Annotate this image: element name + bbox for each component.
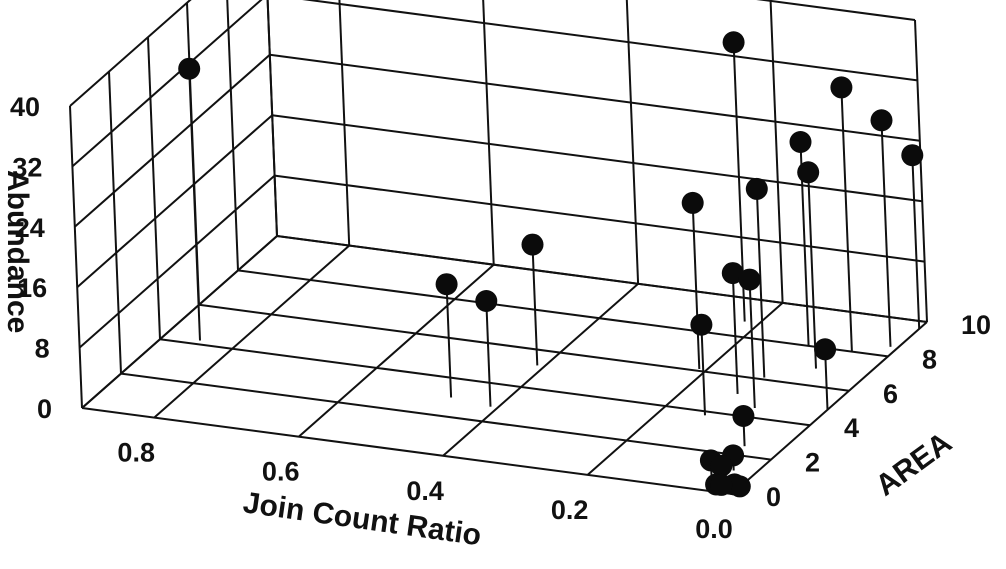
side-wall-gridline-z (69, 0, 192, 107)
data-point-stem (748, 279, 756, 409)
data-point (830, 76, 853, 99)
side-wall-gridline-z (76, 114, 273, 288)
data-point-stem (755, 188, 766, 378)
point-layer (178, 31, 924, 498)
z-tick-label: 32 (12, 152, 42, 182)
data-point-stem (840, 87, 853, 352)
side-wall-gridline-z (71, 0, 263, 168)
floor-gridline-x (153, 244, 350, 419)
side-wall-gridline-z (74, 54, 271, 228)
side-wall-gridline-y (147, 37, 161, 340)
y-tick-label: 2 (805, 448, 820, 478)
back-wall-gridline-z (302, 0, 918, 82)
data-point (435, 273, 458, 296)
x-tick-label: 0.4 (406, 476, 444, 506)
side-wall-gridline-y (226, 0, 239, 271)
data-point (901, 144, 924, 167)
data-point (722, 31, 745, 54)
y-tick-label: 4 (844, 413, 859, 443)
data-point (690, 313, 713, 336)
side-wall-gridline-y (266, 0, 278, 237)
back-wall-gridline-x (769, 0, 784, 303)
z-tick-label: 24 (15, 213, 45, 243)
y-tick-label: 8 (922, 344, 937, 374)
data-point-stem (445, 284, 453, 398)
floor-gridline-y (120, 372, 772, 461)
back-wall-gridline-x (338, 0, 351, 246)
data-point (728, 475, 751, 498)
data-point (870, 109, 893, 132)
data-point (789, 131, 812, 153)
data-point-stem (188, 68, 201, 341)
data-point (710, 473, 733, 496)
z-tick-label: 16 (17, 273, 47, 303)
back-wall-gridline-z (274, 174, 925, 263)
data-point (797, 161, 820, 184)
floor-gridline-x (731, 321, 928, 495)
side-wall-gridline-y (69, 105, 83, 409)
data-point (521, 233, 544, 256)
y-axis-title: AREA (870, 426, 958, 503)
data-point (745, 177, 768, 200)
back-wall-gridline-x (482, 0, 495, 265)
z-tick-label: 40 (10, 92, 40, 122)
back-wall-gridline-z (272, 114, 923, 203)
floor-gridline-y (237, 269, 889, 358)
data-point-stem (700, 324, 706, 416)
x-tick-label: 0.2 (551, 495, 589, 525)
data-point-stem (911, 155, 921, 329)
data-point-stem (807, 172, 817, 369)
x-tick-label: 0.6 (262, 457, 300, 487)
floor-gridline-y (81, 407, 733, 495)
y-tick-label: 10 (961, 310, 991, 340)
back-wall-gridline-x (914, 19, 928, 323)
back-wall-gridline-z (756, 0, 916, 21)
floor-gridline-y (159, 338, 811, 427)
data-point (475, 290, 498, 312)
data-point (710, 454, 733, 477)
side-wall-gridline-z (81, 235, 278, 409)
data-point (681, 191, 704, 214)
data-point (814, 338, 837, 361)
floor-gridline-x (442, 283, 639, 457)
data-point (738, 268, 761, 291)
y-tick-label: 0 (766, 482, 781, 512)
floor-gridline-x (298, 263, 495, 438)
x-axis-title: Join Count Ratio (241, 486, 483, 552)
floor-gridline-y (198, 303, 850, 392)
stem-layer (188, 42, 921, 489)
back-wall-gridline-x (625, 0, 640, 284)
back-wall-gridline-z (276, 235, 928, 323)
data-point (178, 57, 201, 80)
data-point (721, 262, 744, 285)
data-point-stem (485, 300, 492, 407)
data-point-stem (880, 120, 892, 347)
back-wall-gridline-z (269, 53, 920, 142)
data-point-stem (531, 244, 539, 366)
grid-layer (69, 0, 928, 495)
data-point (732, 405, 755, 427)
side-wall-gridline-z (78, 174, 276, 349)
z-axis-title: Abundance (1, 170, 34, 333)
y-tick-label: 6 (883, 379, 898, 409)
floor-gridline-x (586, 302, 784, 476)
data-point-stem (731, 273, 739, 394)
x-tick-label: 0.0 (695, 514, 733, 544)
z-tick-label: 0 (37, 394, 52, 424)
data-point-stem (691, 202, 701, 370)
side-wall-gridline-y (108, 71, 122, 374)
x-tick-label: 0.8 (117, 438, 155, 468)
z-tick-label: 8 (35, 334, 50, 364)
